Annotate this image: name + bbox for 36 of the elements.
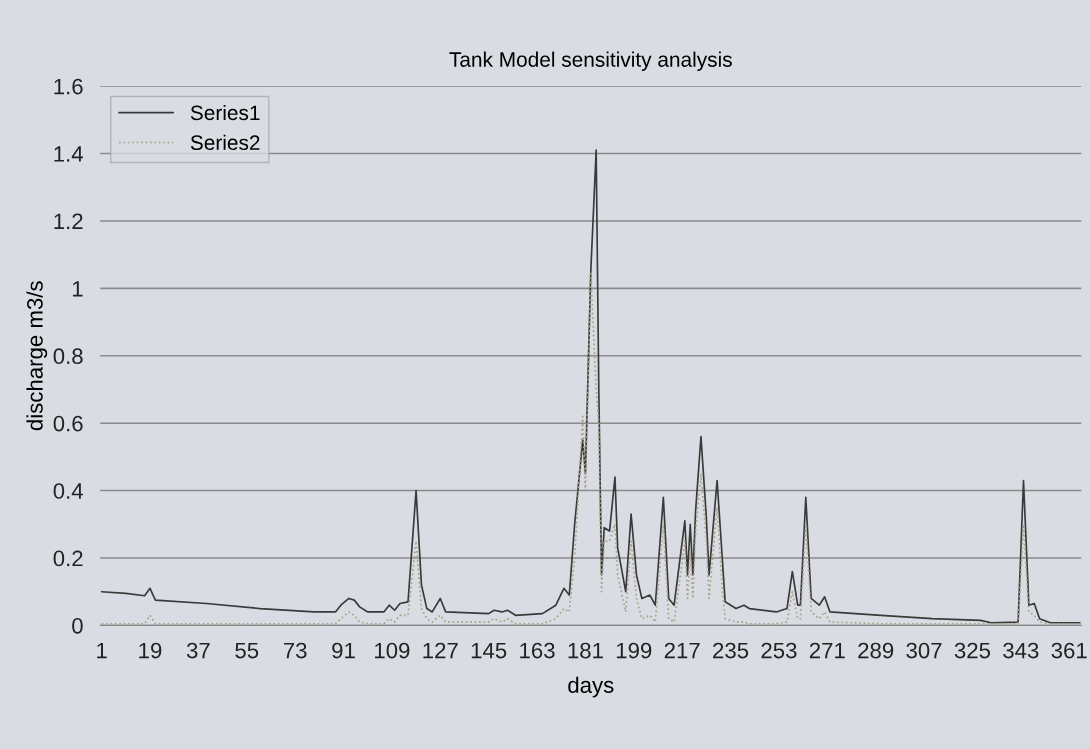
x-tick-label: 307 bbox=[906, 642, 942, 659]
y-tick-label: 0.8 bbox=[53, 348, 83, 365]
x-tick-label: 19 bbox=[139, 642, 162, 659]
x-axis-title: days bbox=[568, 676, 614, 698]
line-series bbox=[100, 149, 1081, 624]
x-tick-label: 55 bbox=[235, 642, 259, 659]
x-tick-label: 199 bbox=[616, 642, 652, 659]
chart-title: Tank Model sensitivity analysis bbox=[449, 51, 732, 72]
y-axis-title: discharge m3/s bbox=[26, 281, 48, 431]
x-tick-label: 289 bbox=[858, 642, 894, 659]
y-tick-label: 0.4 bbox=[53, 483, 83, 499]
y-tick-label: 1.4 bbox=[54, 146, 83, 162]
x-tick-label: 109 bbox=[375, 642, 410, 659]
x-tick-label: 325 bbox=[954, 642, 991, 659]
x-tick-label: 361 bbox=[1051, 642, 1087, 659]
x-tick-label: 253 bbox=[761, 642, 797, 659]
x-tick-label: 1 bbox=[97, 642, 107, 659]
x-tick-label: 163 bbox=[520, 642, 555, 659]
y-tick-label: 1.2 bbox=[54, 213, 83, 230]
y-tick-label: 0.6 bbox=[53, 415, 83, 432]
x-tick-label: 91 bbox=[332, 642, 355, 659]
y-tick-label: 0 bbox=[72, 617, 83, 634]
legend-label: Series1 bbox=[190, 104, 260, 121]
x-tick-label: 271 bbox=[809, 642, 845, 659]
x-tick-label: 145 bbox=[471, 642, 507, 659]
x-tick-label: 217 bbox=[664, 642, 700, 659]
y-tick-label: 1 bbox=[72, 281, 83, 297]
x-tick-label: 343 bbox=[1003, 642, 1039, 659]
x-tick-label: 73 bbox=[283, 642, 307, 659]
x-tick-label: 37 bbox=[186, 642, 210, 659]
x-tick-label: 181 bbox=[568, 642, 603, 659]
y-tick-label: 0.2 bbox=[53, 550, 83, 567]
x-tick-label: 127 bbox=[423, 642, 458, 659]
legend-label: Series2 bbox=[190, 134, 260, 151]
y-tick-label: 1.6 bbox=[54, 78, 83, 95]
x-tick-label: 235 bbox=[713, 642, 749, 659]
